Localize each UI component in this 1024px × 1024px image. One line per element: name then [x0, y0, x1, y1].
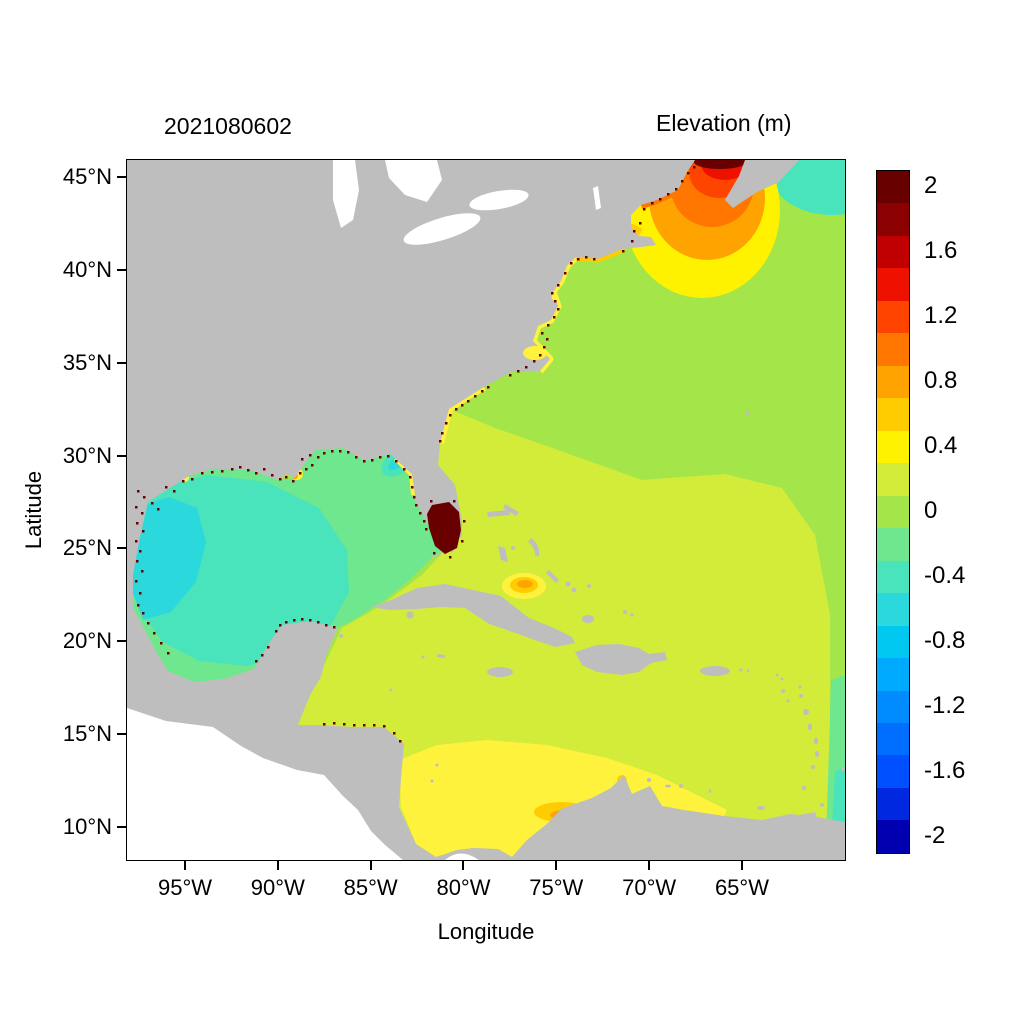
- islands: [339, 411, 845, 825]
- y-tick-label: 10°N: [62, 814, 112, 840]
- colorbar-tick-label: 0: [924, 497, 938, 524]
- x-tick-mark: [184, 861, 186, 870]
- colorbar-band: [877, 235, 909, 269]
- colorbar-band: [877, 528, 909, 561]
- map-plot-area: [126, 159, 846, 861]
- y-tick-label: 25°N: [62, 535, 112, 561]
- y-tick-label: 35°N: [62, 349, 112, 375]
- colorbar-tick-label: 2: [924, 172, 938, 200]
- colorbar-band: [877, 203, 909, 236]
- y-tick-label: 20°N: [62, 628, 112, 654]
- nova-scotia: [725, 160, 799, 208]
- colorbar-band: [877, 755, 909, 788]
- x-tick-mark: [462, 861, 465, 870]
- great-lakes: [333, 160, 601, 245]
- x-tick-mark: [276, 861, 279, 870]
- colorbar-tick-label: 0.8: [924, 367, 958, 395]
- coastal-flood-speckles: [135, 166, 696, 743]
- lake-ontario: [469, 189, 529, 211]
- y-tick-mark: [117, 176, 126, 178]
- x-tick-label: 85°W: [343, 875, 398, 900]
- y-tick-mark: [117, 640, 126, 643]
- colorbar-tick-label: -0.4: [924, 561, 966, 589]
- colorbar-band: [877, 171, 909, 204]
- colorbar: [876, 170, 910, 854]
- colorbar-tick-label: -1.6: [924, 756, 966, 784]
- y-tick-mark: [117, 547, 126, 550]
- lake-champlain: [593, 186, 601, 210]
- colorbar-band: [877, 268, 909, 301]
- colorbar-band: [877, 463, 909, 496]
- colorbar-band: [877, 495, 909, 529]
- puerto-rico: [700, 666, 730, 676]
- x-tick-mark: [369, 861, 372, 870]
- colorbar-tick-label: 0.4: [924, 432, 958, 460]
- x-tick-label: 95°W: [157, 875, 213, 900]
- lake-michigan: [333, 160, 359, 228]
- land-landmass: [127, 160, 845, 860]
- y-tick-mark: [117, 826, 126, 829]
- colorbar-band: [877, 365, 909, 399]
- delaware-bay: [551, 293, 559, 301]
- hispaniola: [575, 644, 667, 675]
- colorbar-band: [877, 593, 909, 626]
- colorbar-tick-label: 1.6: [924, 237, 958, 265]
- x-tick-label: 80°W: [436, 875, 491, 900]
- south-florida-flood: [427, 502, 461, 554]
- y-tick-label: 45°N: [62, 164, 112, 189]
- y-tick-mark: [117, 268, 126, 271]
- colorbar-band: [877, 430, 909, 464]
- colorbar-tick-label: 1.2: [924, 302, 958, 330]
- x-tick-mark: [740, 861, 743, 870]
- y-tick-mark: [117, 454, 126, 457]
- colorbar-band: [877, 560, 909, 594]
- colorbar-band: [877, 820, 909, 853]
- colorbar-tick-label: -2: [924, 821, 946, 849]
- y-tick-label: 15°N: [62, 721, 112, 747]
- lake-erie: [403, 213, 481, 245]
- flood-highlight-overlays: [427, 293, 559, 554]
- colorbar-band: [877, 787, 909, 821]
- colorbar-band: [877, 333, 909, 366]
- lake-huron: [385, 160, 442, 202]
- jamaica: [487, 667, 513, 677]
- pacific-no-data-region: [127, 708, 479, 860]
- colorbar-band: [877, 690, 909, 723]
- colorbar-tick-label: -1.2: [924, 691, 966, 719]
- x-tick-label: 70°W: [622, 875, 677, 900]
- colorbar-band: [877, 722, 909, 756]
- y-tick-mark: [117, 733, 126, 736]
- x-tick-label: 65°W: [714, 875, 769, 900]
- cuba: [371, 584, 575, 647]
- y-tick-label: 40°N: [62, 256, 112, 282]
- x-tick-label: 90°W: [250, 875, 305, 900]
- colorbar-band: [877, 398, 909, 431]
- x-tick-label: 75°W: [529, 875, 584, 900]
- x-tick-mark: [648, 861, 651, 870]
- y-tick-mark: [117, 361, 126, 364]
- colorbar-band: [877, 658, 909, 691]
- colorbar-title: Elevation (m): [656, 110, 792, 136]
- colorbar-band: [877, 300, 909, 334]
- y-tick-label: 30°N: [62, 442, 112, 468]
- y-axis-label: Latitude: [21, 470, 46, 550]
- plot-title-date: 2021080602: [164, 113, 292, 139]
- x-axis-label: Longitude: [437, 919, 535, 944]
- colorbar-band: [877, 625, 909, 659]
- elevation-map-canvas: [127, 160, 845, 860]
- x-tick-mark: [555, 861, 558, 870]
- colorbar-tick-label: -0.8: [924, 626, 966, 654]
